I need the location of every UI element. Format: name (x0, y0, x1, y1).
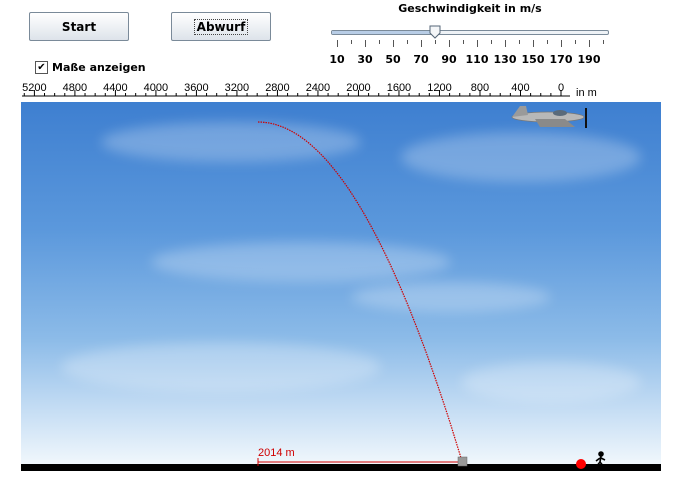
ruler-tick-label: 400 (511, 82, 530, 94)
ruler-tick-label: 1600 (386, 82, 412, 94)
show-dimensions-row[interactable]: ✔ Maße anzeigen (35, 61, 146, 74)
ruler-tick-label: 3200 (224, 82, 250, 94)
speed-slider-tick (589, 40, 590, 47)
distance-ruler (22, 90, 570, 97)
ruler-tick-label: 4400 (103, 82, 128, 94)
ruler-tick-label: 3600 (184, 82, 209, 94)
speed-slider-tick (421, 40, 422, 47)
speed-slider-tick (449, 40, 450, 47)
speed-slider-tick (351, 40, 352, 44)
speed-slider-thumb[interactable] (429, 25, 441, 39)
ruler-tick-label: 5200 (22, 82, 47, 94)
ruler-tick-label: 4000 (143, 82, 169, 94)
start-button-label: Start (61, 19, 97, 34)
speed-slider-tick-label: 30 (357, 53, 373, 66)
speed-slider-tick (337, 40, 338, 47)
speed-slider-tick (491, 40, 492, 44)
start-button[interactable]: Start (29, 12, 129, 41)
speed-slider-tick-label: 110 (465, 53, 489, 66)
ruler-tick-label: 2800 (265, 82, 290, 94)
drop-button[interactable]: Abwurf (171, 12, 271, 41)
sky-scene (21, 102, 661, 466)
speed-slider-tick (547, 40, 548, 44)
ruler-tick-label: 800 (470, 82, 490, 94)
ruler-tick-label: 4800 (62, 82, 88, 94)
speed-slider-tick (561, 40, 562, 47)
distance-label: 2014 m (258, 447, 295, 459)
ground-line (21, 464, 661, 471)
speed-slider-track[interactable] (331, 30, 609, 35)
speed-slider-tick-label: 90 (441, 53, 457, 66)
speed-slider-tick (463, 40, 464, 44)
speed-slider-tick-label: 50 (385, 53, 401, 66)
speed-slider-tick-label: 150 (521, 53, 545, 66)
speed-slider-tick (505, 40, 506, 47)
speed-slider-tick (365, 40, 366, 47)
drop-button-label: Abwurf (193, 18, 249, 35)
ruler-tick-label: 1200 (427, 82, 452, 94)
speed-slider-tick-label: 170 (549, 53, 573, 66)
ruler-tick-label: 0 (557, 82, 565, 94)
speed-slider-tick (407, 40, 408, 44)
ruler-tick-label: 2000 (346, 82, 371, 94)
speed-slider-tick (379, 40, 380, 44)
speed-slider-tick-label: 70 (413, 53, 429, 66)
checkmark-icon: ✔ (37, 62, 46, 73)
speed-slider-tick (603, 40, 604, 44)
ruler-unit-label: in m (576, 87, 597, 99)
speed-slider-tick (533, 40, 534, 47)
speed-slider-tick (519, 40, 520, 44)
show-dimensions-checkbox[interactable]: ✔ (35, 61, 48, 74)
speed-slider-fill (332, 31, 436, 34)
speed-slider-ticks (0, 40, 685, 50)
speed-slider-tick (575, 40, 576, 44)
speed-slider-tick (435, 40, 436, 44)
speed-slider-tick-label: 130 (493, 53, 517, 66)
show-dimensions-label: Maße anzeigen (52, 61, 146, 74)
speed-slider-tick (393, 40, 394, 47)
speed-slider-tick-label: 10 (329, 53, 345, 66)
speed-slider-tick-label: 190 (577, 53, 601, 66)
ruler-tick-label: 2400 (305, 82, 331, 94)
speed-slider-title: Geschwindigkeit in m/s (398, 2, 542, 15)
speed-slider-tick (477, 40, 478, 47)
